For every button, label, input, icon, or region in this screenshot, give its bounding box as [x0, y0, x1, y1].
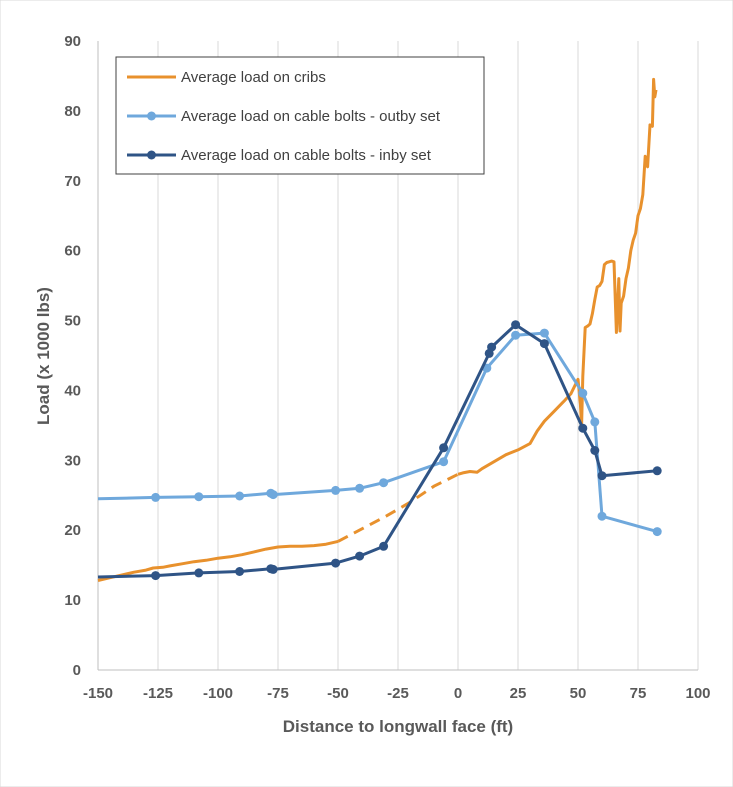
- legend-box: [115, 56, 485, 175]
- series-line: [97, 539, 339, 582]
- legend-marker: [147, 111, 156, 121]
- data-point: [235, 567, 245, 576]
- data-point: [539, 339, 549, 349]
- legend-label: Average load on cribs: [181, 69, 326, 86]
- data-point: [151, 492, 161, 502]
- legend-label: Average load on cable bolts - outby set: [181, 108, 441, 125]
- data-point: [578, 423, 588, 433]
- y-tick-label: 80: [64, 103, 81, 120]
- y-tick-label: 70: [64, 173, 81, 190]
- data-point: [268, 564, 278, 574]
- x-tick-label: -125: [143, 685, 173, 702]
- data-point: [439, 457, 449, 467]
- legend-entry-3: Average load on cable bolts - inby set: [127, 147, 432, 164]
- data-point: [235, 491, 245, 501]
- x-tick-label: -150: [83, 685, 113, 702]
- data-point: [590, 446, 600, 455]
- y-tick-label: 0: [73, 662, 81, 679]
- y-tick-label: 30: [64, 452, 81, 469]
- y-tick-label: 40: [64, 382, 81, 399]
- series-2: [97, 328, 662, 537]
- x-tick-label: 0: [454, 685, 462, 702]
- data-point: [331, 485, 341, 495]
- data-point: [151, 571, 161, 581]
- data-point: [652, 527, 662, 537]
- y-tick-label: 90: [64, 33, 81, 50]
- legend-entry-2: Average load on cable bolts - outby set: [127, 108, 441, 125]
- data-point: [439, 443, 449, 453]
- data-point: [331, 558, 341, 568]
- y-axis-title: Load (x 1000 lbs): [34, 287, 53, 425]
- legend-label: Average load on cable bolts - inby set: [181, 147, 432, 164]
- data-point: [194, 492, 204, 502]
- data-point: [511, 330, 521, 340]
- y-tick-label: 10: [64, 592, 81, 609]
- x-tick-label: -100: [203, 685, 233, 702]
- data-point: [597, 511, 607, 521]
- x-tick-label: -50: [327, 685, 349, 702]
- x-tick-label: 75: [630, 685, 647, 702]
- data-point: [578, 388, 588, 398]
- y-tick-label: 50: [64, 313, 81, 330]
- legend-entry-1: Average load on cribs: [127, 69, 326, 86]
- x-tick-label: -75: [267, 685, 289, 702]
- data-point: [355, 551, 365, 561]
- y-tick-label: 20: [64, 522, 81, 539]
- legend-marker: [147, 150, 156, 160]
- series-3: [97, 320, 662, 581]
- data-point: [652, 466, 662, 476]
- series-line-dashed: [337, 472, 459, 543]
- y-tick-label: 60: [64, 243, 81, 260]
- data-point: [597, 471, 607, 481]
- axes: -150 -125 -100 -75 -50 -25 0 25 50 75 100 0 10 20 30 40…: [64, 33, 710, 702]
- data-point: [379, 541, 389, 551]
- x-tick-label: 100: [685, 685, 710, 702]
- data-point: [590, 417, 600, 427]
- series-1: [97, 77, 658, 582]
- x-tick-label: 25: [510, 685, 527, 702]
- x-tick-label: -25: [387, 685, 409, 702]
- data-point: [539, 328, 549, 338]
- series-layer: [97, 77, 662, 582]
- x-axis-title: Distance to longwall face (ft): [283, 717, 513, 736]
- data-point: [379, 478, 389, 488]
- data-point: [487, 342, 497, 352]
- legend: Average load on cribs Average load on cab…: [115, 56, 485, 175]
- data-point: [511, 320, 521, 330]
- data-point: [355, 483, 365, 493]
- series-line: [457, 77, 658, 476]
- data-point: [194, 568, 204, 578]
- x-tick-label: 50: [570, 685, 587, 702]
- data-point: [268, 490, 278, 500]
